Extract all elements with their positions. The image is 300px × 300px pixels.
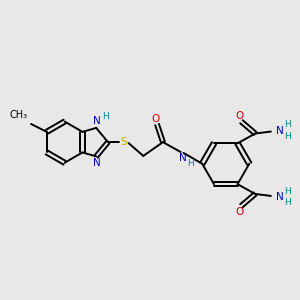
Text: S: S xyxy=(120,137,127,147)
Text: N: N xyxy=(179,153,186,163)
Text: H: H xyxy=(284,187,290,196)
Text: CH₃: CH₃ xyxy=(9,110,27,120)
Text: O: O xyxy=(236,207,244,217)
Text: O: O xyxy=(151,114,159,124)
Text: H: H xyxy=(284,132,290,141)
Text: H: H xyxy=(284,198,290,207)
Text: H: H xyxy=(187,159,194,168)
Text: N: N xyxy=(276,126,283,136)
Text: N: N xyxy=(93,116,101,126)
Text: N: N xyxy=(276,192,283,202)
Text: N: N xyxy=(93,158,101,168)
Text: H: H xyxy=(102,112,108,121)
Text: H: H xyxy=(284,120,290,129)
Text: O: O xyxy=(236,111,244,121)
